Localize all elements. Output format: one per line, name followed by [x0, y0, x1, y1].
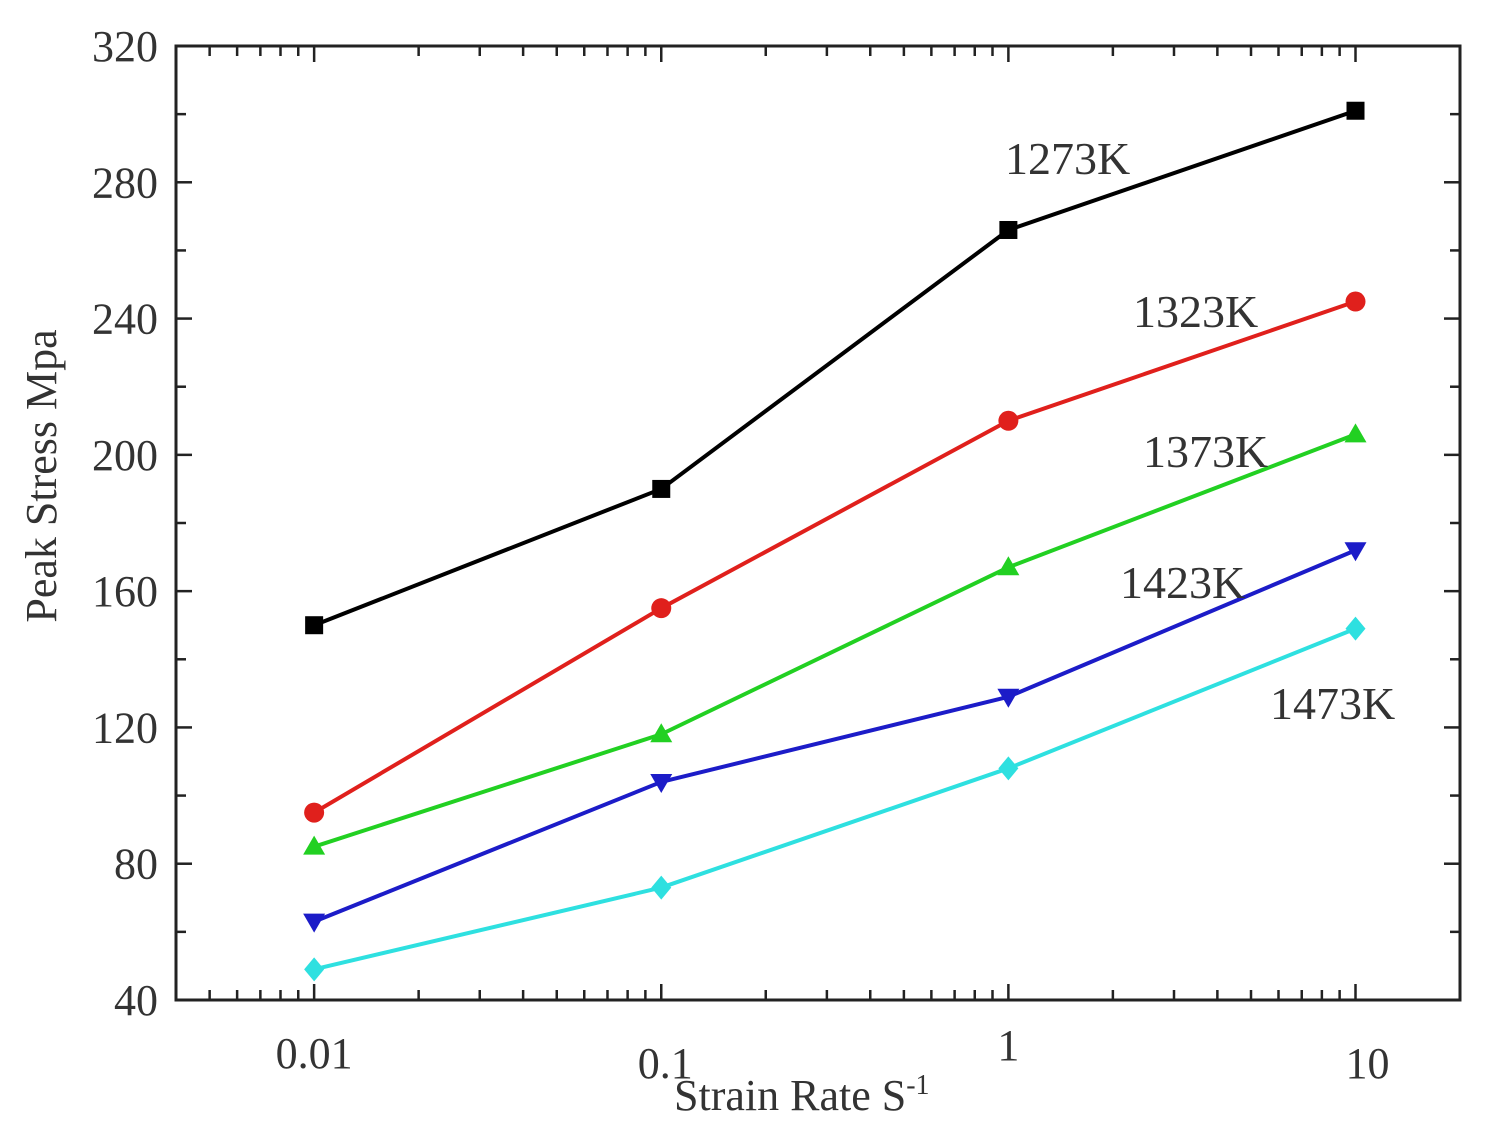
- data-point-1373K: [1344, 423, 1367, 443]
- series-label-1473K: 1473K: [1270, 678, 1395, 729]
- series-label-1323K: 1323K: [1133, 286, 1258, 337]
- data-point-1423K: [997, 688, 1020, 708]
- data-point-1423K: [303, 913, 326, 933]
- data-point-1423K: [650, 773, 673, 793]
- data-point-1373K: [650, 723, 673, 743]
- y-tick-label: 280: [92, 158, 158, 207]
- data-point-1323K: [651, 598, 672, 619]
- data-point-1473K: [304, 957, 325, 982]
- y-tick-label: 240: [92, 295, 158, 344]
- series-label-1373K: 1373K: [1143, 426, 1268, 477]
- y-tick-label: 120: [92, 703, 158, 752]
- series-lines: [313, 108, 1357, 972]
- x-tick-label: 10: [1346, 1039, 1390, 1088]
- series-line-1423K: [313, 548, 1357, 924]
- data-point-1273K: [652, 479, 671, 498]
- y-axis-title: Peak Stress Mpa: [17, 329, 66, 622]
- data-point-1423K: [1344, 542, 1367, 562]
- series-line-1373K: [313, 432, 1357, 849]
- data-point-1373K: [303, 835, 326, 855]
- series-label-1273K: 1273K: [1005, 133, 1130, 184]
- data-point-1323K: [998, 410, 1019, 431]
- series-line-1273K: [313, 108, 1357, 628]
- y-axis-ticks: [176, 44, 1460, 1002]
- x-axis-title: Strain Rate S-1: [674, 1070, 930, 1120]
- x-tick-label: 0.1: [638, 1039, 693, 1088]
- series-labels: 1273K 1323K 1373K 1423K 1473K: [1005, 133, 1395, 729]
- data-point-1473K: [998, 756, 1019, 781]
- x-axis-title-exponent: -1: [906, 1070, 929, 1101]
- data-point-1273K: [305, 616, 324, 635]
- data-point-1323K: [1345, 291, 1366, 312]
- data-point-1473K: [1345, 616, 1366, 641]
- series-label-1423K: 1423K: [1120, 557, 1245, 608]
- y-axis-tick-labels: 40 80 120 160 200 240 280 320: [92, 22, 158, 1025]
- data-point-1373K: [997, 556, 1020, 576]
- series-markers: [303, 101, 1367, 982]
- data-point-1323K: [304, 802, 325, 823]
- x-tick-label: 0.01: [276, 1029, 353, 1078]
- data-point-1273K: [1346, 101, 1365, 120]
- y-tick-label: 320: [92, 22, 158, 71]
- y-tick-label: 40: [114, 976, 158, 1025]
- y-tick-label: 80: [114, 840, 158, 889]
- x-axis-tick-labels: 0.01 0.1 1 10: [276, 1021, 1390, 1088]
- y-tick-label: 160: [92, 567, 158, 616]
- x-tick-label: 1: [997, 1021, 1019, 1070]
- data-point-1473K: [651, 875, 672, 900]
- data-point-1273K: [999, 220, 1018, 239]
- y-tick-label: 200: [92, 431, 158, 480]
- series-line-1473K: [313, 626, 1357, 972]
- x-axis-ticks: [174, 46, 1462, 1000]
- x-axis-title-text: Strain Rate S: [674, 1071, 906, 1120]
- series-line-1323K: [313, 299, 1357, 815]
